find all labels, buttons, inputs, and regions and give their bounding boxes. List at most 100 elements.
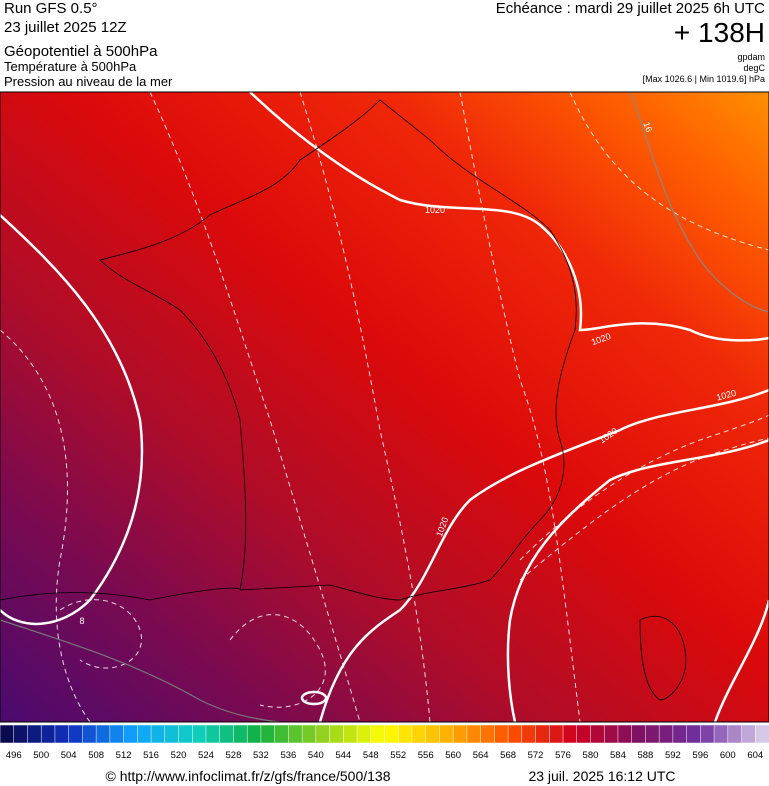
colorbar-cell <box>356 724 372 744</box>
colorbar-label: 560 <box>445 750 461 761</box>
colorbar-label: 536 <box>280 750 296 761</box>
colorbar-cell <box>397 724 413 744</box>
colorbar-cell <box>562 724 578 744</box>
colorbar-cell <box>631 724 647 744</box>
colorbar-cell <box>645 724 660 744</box>
header-left: Température à 500hPa <box>4 59 137 74</box>
colorbar-cell <box>274 724 290 744</box>
colorbar-cell <box>370 724 386 744</box>
colorbar-cell <box>466 724 482 744</box>
colorbar-cell <box>219 724 235 744</box>
colorbar-label: 544 <box>335 750 351 761</box>
contour-label: 16 <box>641 121 654 134</box>
colorbar-cell <box>288 724 303 744</box>
colorbar-label: 588 <box>637 750 653 761</box>
colorbar-cell <box>658 724 674 744</box>
header-left: Pression au niveau de la mer <box>4 74 173 89</box>
colorbar-cell <box>150 724 166 744</box>
borders <box>0 99 687 701</box>
colorbar-cell <box>521 724 537 744</box>
colorbar-cell <box>13 724 29 744</box>
colorbar-label: 576 <box>555 750 571 761</box>
colorbar-cell <box>68 724 84 744</box>
colorbar-cell <box>164 724 180 744</box>
header-left: 23 juillet 2025 12Z <box>4 19 127 36</box>
colorbar-cell <box>137 724 152 744</box>
colorbar-label: 552 <box>390 750 406 761</box>
colorbar-cell <box>0 724 15 744</box>
colorbar-label: 564 <box>473 750 489 761</box>
colorbar-cell <box>727 724 743 744</box>
footer-date: 23 juil. 2025 16:12 UTC <box>528 768 675 784</box>
colorbar-label: 568 <box>500 750 516 761</box>
colorbar-label: 600 <box>720 750 736 761</box>
colorbar-cell <box>260 724 276 744</box>
colorbar-cell <box>192 724 207 744</box>
map <box>0 92 769 722</box>
colorbar-cell <box>301 724 317 744</box>
colorbar-cell <box>95 724 111 744</box>
colorbar-cell <box>54 724 70 744</box>
colorbar-cell <box>494 724 509 744</box>
colorbar-cell <box>603 724 619 744</box>
colorbar-cell <box>452 724 468 744</box>
colorbar-cell <box>755 724 769 744</box>
header-left: Run GFS 0.5° <box>4 0 98 17</box>
colorbar-cell <box>672 724 688 744</box>
colorbar-label: 504 <box>61 750 77 761</box>
header-right: [Max 1026.6 | Min 1019.6] hPa <box>643 74 765 84</box>
colorbar-cell <box>439 724 454 744</box>
map-frame <box>0 91 769 723</box>
colorbar-cell <box>425 724 441 744</box>
colorbar-label: 580 <box>583 750 599 761</box>
colorbar: 496 500 504 508 512 516 520 524 528 532 536 540 544 5… <box>0 724 769 761</box>
colorbar-cell <box>686 724 702 744</box>
colorbar-cell <box>590 724 605 744</box>
colorbar-cell <box>549 724 564 744</box>
colorbar-label: 604 <box>747 750 763 761</box>
colorbar-cell <box>246 724 262 744</box>
footer-source: © http://www.infoclimat.fr/z/gfs/france/… <box>106 768 391 784</box>
colorbar-cell <box>700 724 715 744</box>
colorbar-cell <box>123 724 139 744</box>
colorbar-label: 500 <box>33 750 49 761</box>
colorbar-label: 540 <box>308 750 324 761</box>
colorbar-label: 532 <box>253 750 269 761</box>
colorbar-label: 496 <box>6 750 22 761</box>
colorbar-cell <box>617 724 633 744</box>
colorbar-cell <box>576 724 592 744</box>
colorbar-cell <box>329 724 345 744</box>
header-left: Géopotentiel à 500hPa <box>4 43 158 60</box>
colorbar-label: 596 <box>692 750 708 761</box>
colorbar-cell <box>343 724 358 744</box>
header-right: Echéance : mardi 29 juillet 2025 6h UTC <box>496 0 765 17</box>
header-right: degC <box>743 63 765 73</box>
colorbar-label: 528 <box>226 750 242 761</box>
map-background <box>0 92 769 722</box>
colorbar-cell <box>40 724 56 744</box>
colorbar-label: 592 <box>665 750 681 761</box>
colorbar-cell <box>109 724 125 744</box>
colorbar-cell <box>411 724 427 744</box>
colorbar-label: 520 <box>171 750 187 761</box>
contour-label: 1020 <box>425 205 445 215</box>
colorbar-cell <box>178 724 193 744</box>
isotherms <box>0 92 769 722</box>
colorbar-cell <box>233 724 248 744</box>
colorbar-cell <box>315 724 331 744</box>
colorbar-cell <box>480 724 496 744</box>
colorbar-cell <box>27 724 42 744</box>
colorbar-label: 512 <box>116 750 132 761</box>
colorbar-label: 556 <box>418 750 434 761</box>
colorbar-label: 572 <box>528 750 544 761</box>
colorbar-cell <box>205 724 221 744</box>
colorbar-label: 548 <box>363 750 379 761</box>
colorbar-cell <box>741 724 757 744</box>
colorbar-cell <box>384 724 399 744</box>
header-right: gpdam <box>737 52 765 62</box>
contour-label: 8 <box>79 616 84 626</box>
header-right: + 138H <box>674 17 765 48</box>
colorbar-label: 516 <box>143 750 159 761</box>
colorbar-cell <box>713 724 729 744</box>
